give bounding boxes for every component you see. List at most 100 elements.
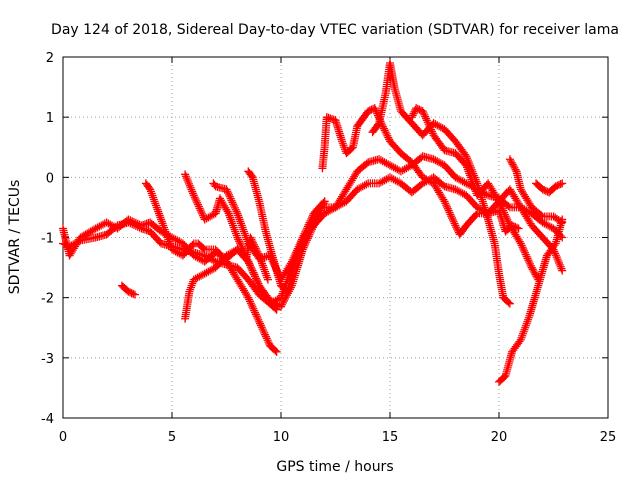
data-point (154, 209, 163, 218)
data-point (465, 171, 474, 180)
data-point (70, 239, 79, 248)
data-point (166, 241, 175, 250)
data-point (504, 298, 513, 307)
data-point (224, 209, 233, 218)
data-point (355, 184, 364, 193)
y-tick-label: -2 (41, 292, 54, 307)
data-point (243, 291, 252, 300)
data-point (447, 212, 456, 221)
data-point (206, 254, 215, 263)
data-point (187, 185, 196, 194)
data-point (234, 213, 243, 222)
data-point (519, 245, 528, 254)
series-sat-3 (117, 281, 139, 299)
data-point (236, 217, 245, 226)
data-point (458, 177, 467, 186)
data-point (252, 276, 261, 285)
data-point (526, 261, 535, 270)
data-point (152, 203, 161, 212)
data-point (200, 215, 209, 224)
data-point (521, 323, 530, 332)
data-point (504, 202, 513, 211)
data-point (236, 240, 245, 249)
data-point (421, 112, 430, 121)
data-point (383, 131, 392, 140)
data-point (126, 219, 135, 228)
data-point (272, 347, 281, 356)
data-point (263, 275, 272, 284)
data-point (515, 337, 524, 346)
data-point (538, 218, 547, 227)
data-points (59, 59, 567, 386)
data-point (378, 157, 387, 166)
data-point (375, 155, 384, 164)
data-point (202, 214, 211, 223)
data-point (102, 218, 111, 227)
data-point (518, 331, 527, 340)
series-sat-8 (244, 167, 329, 296)
data-point (226, 249, 235, 258)
series-sat-10 (368, 59, 514, 308)
data-point (505, 219, 514, 228)
data-point (162, 231, 171, 240)
data-point (225, 190, 234, 199)
data-point (521, 321, 530, 330)
data-point (409, 109, 418, 118)
data-point (524, 313, 533, 322)
data-point (471, 210, 480, 219)
data-point (523, 254, 532, 263)
data-point (246, 263, 255, 272)
data-point (182, 174, 191, 183)
data-point (469, 183, 478, 192)
data-point (195, 204, 204, 213)
data-point (519, 327, 528, 336)
data-point (505, 155, 514, 164)
data-point (384, 160, 393, 169)
data-point (258, 261, 267, 270)
data-point (557, 264, 566, 273)
data-point (65, 242, 74, 251)
data-point (338, 137, 347, 146)
data-point (464, 180, 473, 189)
data-point (226, 213, 235, 222)
data-point (435, 158, 444, 167)
x-tick-label: 5 (168, 430, 176, 445)
data-point (249, 268, 258, 277)
data-point (433, 157, 442, 166)
data-point (250, 306, 259, 315)
data-point (304, 220, 313, 229)
data-point (380, 158, 389, 167)
data-point (362, 180, 371, 189)
data-point (241, 252, 250, 261)
data-point (202, 268, 211, 277)
data-point (83, 229, 92, 238)
data-point (475, 186, 484, 195)
data-point (72, 238, 81, 247)
data-point (386, 173, 394, 182)
data-point (460, 178, 469, 187)
data-point (244, 293, 253, 302)
data-point (251, 274, 260, 283)
data-point (193, 198, 202, 207)
data-point (198, 270, 207, 279)
data-point (384, 133, 393, 142)
axes: 0 5 10 15 20 25 -4 -3 -2 -1 0 1 2 (41, 51, 616, 445)
data-point (451, 221, 460, 230)
data-point (239, 225, 248, 234)
data-point (419, 109, 428, 118)
y-tick-label: -1 (41, 232, 54, 247)
data-point (88, 226, 97, 235)
data-point (463, 165, 472, 174)
data-point (404, 163, 413, 172)
data-point (231, 227, 240, 236)
data-point (185, 179, 194, 188)
data-point (194, 202, 203, 211)
data-point (163, 233, 172, 242)
data-point (224, 189, 233, 198)
y-tick-label: 2 (46, 51, 54, 66)
data-point (402, 164, 411, 173)
data-point (158, 219, 167, 228)
data-point (223, 207, 232, 216)
data-point (426, 123, 435, 132)
y-tick-label: 1 (46, 111, 54, 126)
